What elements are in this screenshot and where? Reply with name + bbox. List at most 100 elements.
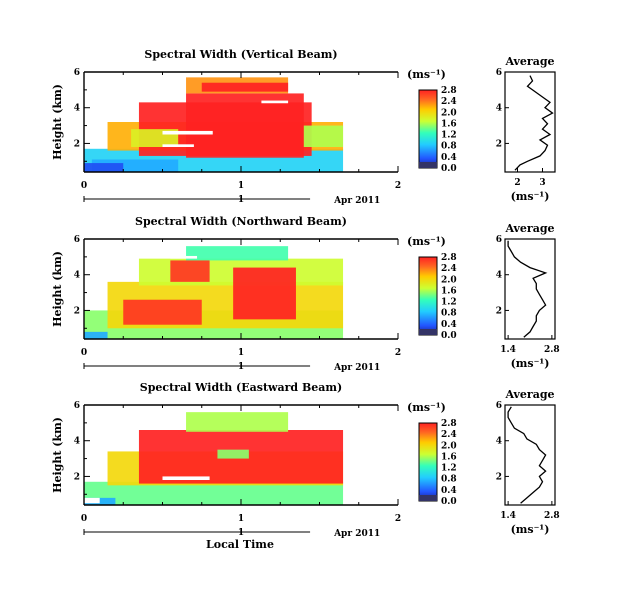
- colorbar-tick-label: 0.0: [441, 331, 457, 341]
- colorbar-tick-label: 1.2: [441, 298, 457, 308]
- y-tick-label: 6: [74, 68, 80, 78]
- colorbar-tick-label: 0.0: [441, 164, 457, 174]
- heatmap-cell: [186, 412, 289, 432]
- y-axis-label: Height (km): [51, 417, 64, 493]
- y-tick-label: 4: [74, 437, 80, 447]
- avg-x-tick-label: 2: [514, 178, 520, 188]
- avg-title: Average: [504, 222, 554, 235]
- avg-frame: [504, 71, 556, 173]
- avg-x-tick-label: 1.4: [500, 511, 516, 521]
- colorbar-tick-label: 2.0: [441, 108, 457, 118]
- y-axis-label: Height (km): [51, 84, 64, 160]
- colorbar-tick-label: 2.8: [441, 419, 457, 429]
- heatmap-cell: [201, 82, 289, 92]
- heatmap-cell: [233, 267, 296, 320]
- colorbar-tick-label: 1.2: [441, 464, 457, 474]
- colorbar-tick-label: 0.4: [441, 486, 457, 496]
- date-label: Apr 2011: [333, 529, 380, 539]
- colorbar-tick-label: 2.0: [441, 275, 457, 285]
- colorbar-tick-label: 1.6: [441, 119, 457, 129]
- heatmap-cell: [170, 260, 210, 282]
- avg-x-tick-label: 2.8: [544, 345, 560, 355]
- colorbar-tick-label: 2.4: [441, 264, 457, 274]
- avg-frame: [504, 238, 556, 340]
- y-axis-label: Height (km): [51, 251, 64, 327]
- colorbar-tick-label: 1.6: [441, 286, 457, 296]
- date-day-label: 1: [238, 195, 244, 205]
- x-tick-label: 1: [238, 181, 244, 191]
- date-label: Apr 2011: [333, 363, 380, 373]
- x-tick-label: 1: [238, 348, 244, 358]
- heatmap-cell: [186, 93, 304, 158]
- y-tick-label: 2: [74, 472, 80, 482]
- colorbar-low: [419, 162, 437, 168]
- heatmap-gap: [162, 476, 210, 480]
- y-tick-label: 2: [74, 139, 80, 149]
- colorbar-unit: (ms⁻¹): [407, 235, 446, 248]
- colorbar-tick-label: 2.4: [441, 97, 457, 107]
- colorbar: [418, 89, 438, 169]
- avg-y-tick-label: 6: [496, 68, 502, 78]
- panel-title: Spectral Width (Vertical Beam): [144, 48, 337, 61]
- heatmap-cell: [84, 481, 344, 505]
- x-axis-label: Local Time: [206, 538, 274, 551]
- heatmap-cell: [84, 331, 108, 339]
- heatmap-gap: [162, 144, 194, 147]
- heatmap-gap: [84, 497, 100, 504]
- avg-y-tick-label: 6: [496, 235, 502, 245]
- colorbar-tick-label: 0.8: [441, 142, 457, 152]
- avg-title: Average: [504, 388, 554, 401]
- avg-x-tick-label: 1.4: [500, 345, 516, 355]
- colorbar: [418, 422, 438, 502]
- avg-y-tick-label: 4: [496, 104, 502, 114]
- panel-title: Spectral Width (Northward Beam): [135, 215, 347, 228]
- x-tick-label: 0: [81, 514, 87, 524]
- colorbar-tick-label: 0.8: [441, 309, 457, 319]
- x-tick-label: 0: [81, 181, 87, 191]
- colorbar-unit: (ms⁻¹): [407, 401, 446, 414]
- colorbar-tick-label: 0.4: [441, 320, 457, 330]
- avg-y-tick-label: 6: [496, 401, 502, 411]
- heatmap-gap: [162, 130, 213, 135]
- date-day-label: 1: [238, 362, 244, 372]
- date-day-label: 1: [238, 528, 244, 538]
- y-tick-label: 6: [74, 235, 80, 245]
- colorbar-tick-label: 2.4: [441, 430, 457, 440]
- colorbar-tick-label: 1.2: [441, 131, 457, 141]
- colorbar-tick-label: 1.6: [441, 452, 457, 462]
- y-tick-label: 4: [74, 104, 80, 114]
- colorbar-tick-label: 2.8: [441, 253, 457, 263]
- heatmap-gap: [170, 255, 198, 259]
- y-tick-label: 4: [74, 271, 80, 281]
- colorbar-low: [419, 495, 437, 501]
- avg-frame: [504, 404, 556, 506]
- heatmap-cell: [84, 163, 124, 172]
- avg-x-label: (ms⁻¹): [511, 190, 550, 203]
- colorbar-tick-label: 2.0: [441, 441, 457, 451]
- heatmap-cell: [217, 449, 249, 459]
- colorbar-low: [419, 329, 437, 335]
- panel-title: Spectral Width (Eastward Beam): [140, 381, 342, 394]
- avg-profile-line: [507, 406, 547, 504]
- heatmap-gap: [261, 100, 289, 104]
- avg-x-label: (ms⁻¹): [511, 523, 550, 536]
- colorbar: [418, 256, 438, 336]
- heatmap-cell: [303, 125, 344, 147]
- avg-y-tick-label: 2: [496, 306, 502, 316]
- colorbar-tick-label: 0.0: [441, 497, 457, 507]
- avg-x-tick-label: 3: [539, 178, 545, 188]
- avg-profile-line: [514, 75, 554, 171]
- y-tick-label: 2: [74, 306, 80, 316]
- x-tick-label: 2: [395, 348, 401, 358]
- avg-y-tick-label: 2: [496, 139, 502, 149]
- avg-profile-line: [507, 240, 548, 338]
- avg-title: Average: [504, 55, 554, 68]
- panel-2: Spectral Width (Eastward Beam) 2 4 6 Height …: [51, 381, 560, 539]
- avg-y-tick-label: 4: [496, 271, 502, 281]
- avg-x-label: (ms⁻¹): [511, 357, 550, 370]
- x-tick-label: 2: [395, 514, 401, 524]
- x-tick-label: 1: [238, 514, 244, 524]
- x-tick-label: 0: [81, 348, 87, 358]
- avg-x-tick-label: 2.8: [544, 511, 560, 521]
